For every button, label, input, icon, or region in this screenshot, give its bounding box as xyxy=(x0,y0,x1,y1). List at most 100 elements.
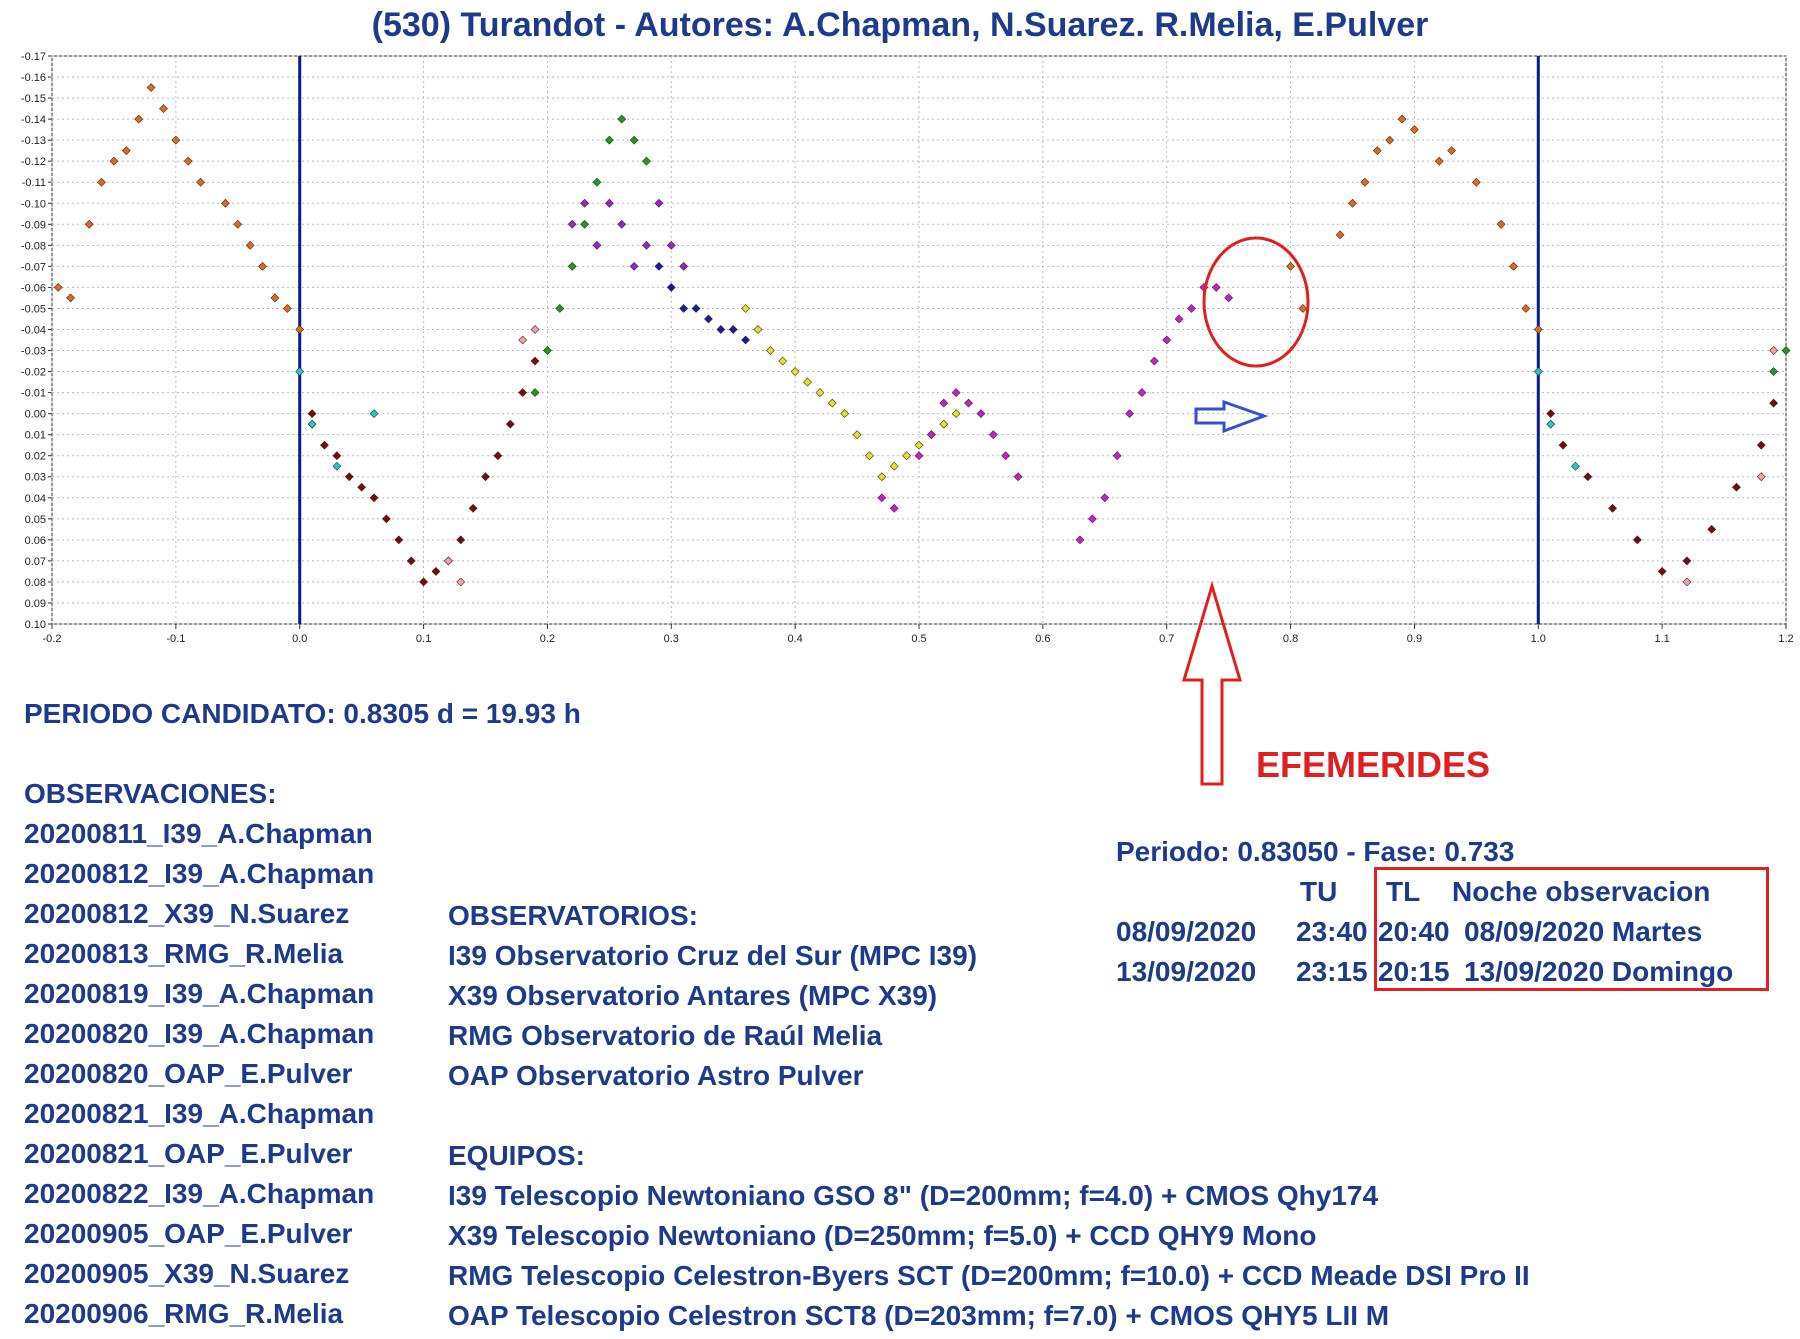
ephemeris-col-tu: TU xyxy=(1300,876,1338,907)
x-tick-label: 0.9 xyxy=(1407,633,1422,645)
data-point xyxy=(1410,125,1419,135)
y-tick-label: 0.06 xyxy=(25,535,46,547)
data-point xyxy=(1496,219,1506,229)
data-point xyxy=(964,398,973,408)
list-item: 20200812_I39_A.Chapman xyxy=(24,858,375,889)
data-point xyxy=(505,419,515,429)
data-point xyxy=(481,472,490,482)
data-point xyxy=(456,577,466,587)
observations-heading: OBSERVACIONES: xyxy=(24,778,277,809)
data-point xyxy=(877,493,887,503)
data-point xyxy=(939,398,949,408)
period-text: PERIODO CANDIDATO: 0.8305 d = 19.93 h xyxy=(24,698,581,729)
data-point xyxy=(146,83,156,92)
chart-title: (530) Turandot - Autores: A.Chapman, N.S… xyxy=(371,6,1429,44)
list-item: 20200819_I39_A.Chapman xyxy=(24,978,375,1009)
data-point xyxy=(1224,293,1234,303)
data-point xyxy=(344,472,354,482)
x-tick-label: 0.0 xyxy=(292,633,307,645)
y-tick-label: -0.17 xyxy=(21,51,46,63)
data-point xyxy=(1657,566,1667,576)
data-point xyxy=(629,135,639,145)
y-tick-label: 0.05 xyxy=(25,514,46,526)
ephemeris-label: EFEMERIDES xyxy=(1256,744,1491,785)
data-point xyxy=(592,240,602,250)
data-point xyxy=(1174,314,1184,324)
data-point xyxy=(1558,440,1568,450)
x-tick-label: 0.7 xyxy=(1159,633,1174,645)
data-point xyxy=(679,304,689,313)
data-point xyxy=(493,451,503,461)
list-item: RMG Observatorio de Raúl Melia xyxy=(448,1020,883,1051)
data-point xyxy=(1075,535,1085,545)
y-tick-label: -0.15 xyxy=(21,93,46,105)
data-point xyxy=(134,114,144,124)
data-point xyxy=(666,240,676,250)
data-point xyxy=(1360,177,1370,187)
list-item: 20200906_RMG_R.Melia xyxy=(24,1298,344,1329)
data-point xyxy=(245,240,255,250)
data-point xyxy=(790,367,800,376)
data-point xyxy=(1769,398,1779,408)
data-point xyxy=(295,367,305,376)
data-point xyxy=(1434,156,1444,166)
data-point xyxy=(691,304,701,313)
data-point xyxy=(716,325,726,334)
data-point xyxy=(1756,472,1766,482)
ephemeris-row-tu: 23:40 xyxy=(1296,916,1368,947)
data-point xyxy=(1149,356,1159,366)
data-point xyxy=(320,440,329,450)
data-point xyxy=(1546,409,1556,419)
y-tick-label: -0.07 xyxy=(21,261,46,273)
y-tick-label: 0.03 xyxy=(25,472,46,484)
ephemeris-circle xyxy=(1202,236,1310,368)
y-tick-label: -0.13 xyxy=(21,135,46,147)
y-tick-label: -0.12 xyxy=(21,156,46,168)
data-point xyxy=(1521,304,1531,313)
data-point xyxy=(617,219,627,229)
data-point xyxy=(1533,325,1543,334)
equipment-heading: EQUIPOS: xyxy=(448,1140,585,1171)
data-point xyxy=(1001,451,1011,461)
data-point xyxy=(456,535,466,545)
data-point xyxy=(741,304,751,313)
data-point xyxy=(865,451,874,461)
list-item: X39 Telescopio Newtoniano (D=250mm; f=5.… xyxy=(448,1220,1317,1251)
data-point xyxy=(1112,451,1122,461)
list-item: 20200821_OAP_E.Pulver xyxy=(24,1138,353,1169)
data-point xyxy=(654,261,664,271)
data-point xyxy=(53,282,63,292)
data-point xyxy=(939,419,949,429)
list-item: OAP Observatorio Astro Pulver xyxy=(448,1060,864,1091)
data-point xyxy=(1769,346,1779,355)
ephemeris-row-night: 08/09/2020 Martes xyxy=(1464,916,1703,947)
y-tick-label: -0.09 xyxy=(21,219,46,231)
data-point xyxy=(1608,503,1618,513)
ephemeris-row-tl: 20:40 xyxy=(1378,916,1450,947)
x-tick-label: 1.1 xyxy=(1654,633,1669,645)
list-item: 20200813_RMG_R.Melia xyxy=(24,938,344,969)
data-point xyxy=(1137,388,1147,398)
y-tick-label: -0.03 xyxy=(21,346,46,358)
observatories-heading: OBSERVATORIOS: xyxy=(448,900,698,931)
data-point xyxy=(307,409,317,419)
data-point xyxy=(1397,114,1407,124)
data-point xyxy=(1509,261,1518,271)
data-point xyxy=(369,409,379,419)
ephemeris-row-date: 13/09/2020 xyxy=(1116,956,1257,987)
data-point xyxy=(778,356,788,366)
data-point xyxy=(604,198,614,208)
ephemeris-col-tl: TL xyxy=(1386,876,1421,907)
list-item: 20200822_I39_A.Chapman xyxy=(24,1178,375,1209)
data-point xyxy=(1732,482,1741,492)
data-point xyxy=(518,388,528,398)
list-item: I39 Observatorio Cruz del Sur (MPC I39) xyxy=(448,940,978,971)
x-tick-label: 0.2 xyxy=(540,633,555,645)
x-tick-label: 1.2 xyxy=(1778,633,1793,645)
y-tick-label: 0.09 xyxy=(25,598,46,610)
y-tick-label: 0.10 xyxy=(25,619,46,631)
data-point xyxy=(728,325,738,334)
x-tick-label: 1.0 xyxy=(1531,633,1546,645)
data-point xyxy=(914,440,924,450)
data-point xyxy=(617,114,627,124)
